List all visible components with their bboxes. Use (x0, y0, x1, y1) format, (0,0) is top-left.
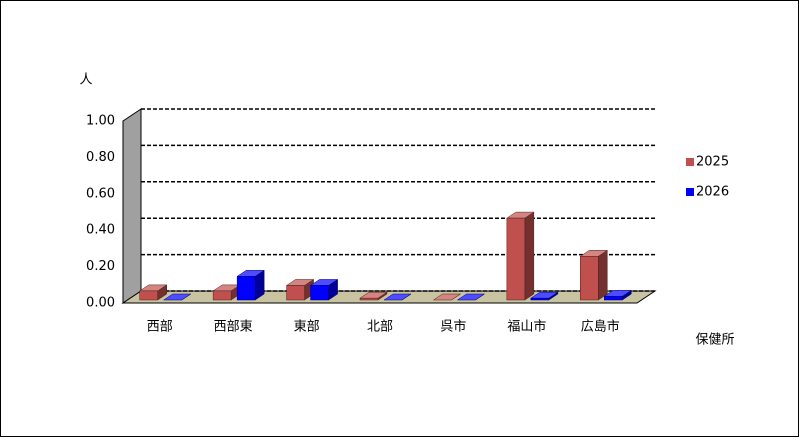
legend-swatch (686, 188, 694, 196)
y-tick-label: 0.60 (86, 186, 115, 201)
bar (506, 217, 526, 301)
bar-top (162, 293, 192, 301)
bar (359, 297, 379, 301)
y-axis-label: 人 (79, 73, 92, 88)
x-tick-label: 西部東 (214, 319, 253, 335)
bar-top (383, 293, 412, 301)
bar (139, 290, 158, 301)
y-tick-label: 0.40 (86, 223, 115, 238)
bar (236, 276, 256, 301)
x-tick-label: 西部 (147, 320, 173, 335)
y-tick-label: 0.20 (86, 259, 115, 274)
bar-side (524, 211, 535, 301)
x-tick-label: 北部 (367, 320, 393, 335)
legend-swatch (686, 158, 694, 166)
x-tick-label: 東部 (294, 319, 320, 335)
bar (310, 285, 329, 301)
bar-top (432, 293, 462, 301)
y-tick-label: 1.00 (86, 114, 115, 129)
side-wall (122, 108, 142, 304)
bar (286, 285, 305, 301)
legend-label: 2025 (696, 155, 729, 170)
bar (580, 256, 599, 301)
legend-label: 2026 (696, 185, 729, 200)
x-tick-label: 福山市 (507, 319, 546, 335)
x-axis-label: 保健所 (695, 333, 734, 348)
bar (212, 290, 232, 301)
bar (604, 296, 623, 301)
x-tick-label: 広島市 (581, 319, 620, 335)
y-tick-label: 0.00 (86, 296, 115, 311)
bar-side (598, 249, 608, 301)
x-tick-label: 呉市 (440, 319, 466, 335)
y-tick-label: 0.80 (86, 150, 115, 165)
bar-top (456, 293, 486, 301)
bar (530, 297, 550, 301)
